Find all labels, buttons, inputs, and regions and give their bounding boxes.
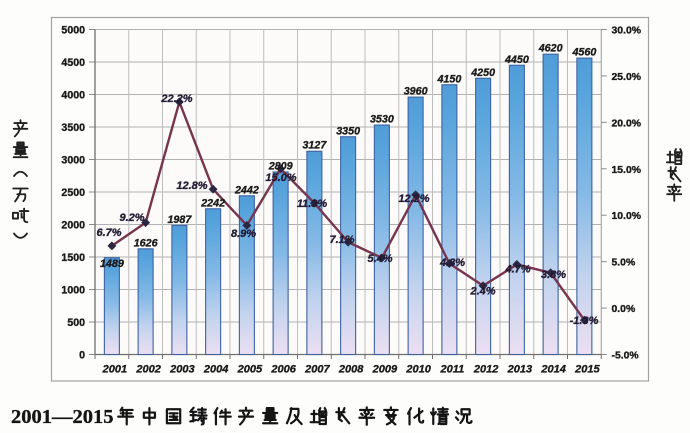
svg-text:3960: 3960 bbox=[404, 86, 428, 98]
svg-text:2011: 2011 bbox=[440, 364, 465, 376]
svg-text:1987: 1987 bbox=[167, 214, 192, 226]
svg-text:4560: 4560 bbox=[571, 47, 596, 59]
svg-text:5000: 5000 bbox=[61, 25, 85, 37]
svg-text:7.1%: 7.1% bbox=[329, 234, 354, 246]
svg-text:2000: 2000 bbox=[61, 220, 85, 232]
svg-text:4.8%: 4.8% bbox=[439, 257, 465, 269]
svg-text:25.0%: 25.0% bbox=[612, 72, 641, 83]
svg-text:2002: 2002 bbox=[135, 364, 160, 376]
svg-text:9.2%: 9.2% bbox=[119, 212, 144, 224]
svg-text:2014: 2014 bbox=[540, 364, 565, 376]
svg-text:4000: 4000 bbox=[61, 90, 85, 102]
svg-text:2001—2015: 2001—2015 bbox=[11, 406, 114, 428]
svg-text:2008: 2008 bbox=[338, 364, 364, 376]
svg-text:4150: 4150 bbox=[436, 73, 461, 85]
svg-text:3000: 3000 bbox=[61, 155, 85, 167]
svg-text:2242: 2242 bbox=[200, 197, 225, 209]
svg-text:3500: 3500 bbox=[61, 122, 85, 134]
svg-text:1489: 1489 bbox=[100, 258, 124, 270]
svg-text:-1.3%: -1.3% bbox=[570, 315, 599, 327]
svg-text:4.7%: 4.7% bbox=[504, 264, 530, 276]
svg-text:2012: 2012 bbox=[473, 364, 498, 376]
svg-text:2004: 2004 bbox=[203, 364, 228, 376]
svg-text:2006: 2006 bbox=[270, 364, 296, 376]
svg-text:2009: 2009 bbox=[372, 364, 398, 376]
svg-text:15.0%: 15.0% bbox=[612, 165, 641, 176]
svg-text:2003: 2003 bbox=[169, 364, 194, 376]
svg-text:6.7%: 6.7% bbox=[96, 227, 121, 239]
svg-text:5.4%: 5.4% bbox=[367, 253, 392, 265]
svg-text:500: 500 bbox=[67, 317, 85, 329]
svg-text:4250: 4250 bbox=[470, 67, 495, 79]
svg-text:0.0%: 0.0% bbox=[612, 304, 636, 315]
svg-text:3350: 3350 bbox=[336, 125, 360, 137]
svg-text:15.0%: 15.0% bbox=[265, 172, 296, 184]
svg-text:2809: 2809 bbox=[268, 160, 293, 172]
svg-text:4620: 4620 bbox=[538, 43, 563, 55]
svg-text:2442: 2442 bbox=[234, 184, 259, 196]
svg-text:1000: 1000 bbox=[61, 285, 85, 297]
svg-text:2015: 2015 bbox=[574, 364, 600, 376]
svg-text:8.9%: 8.9% bbox=[231, 228, 256, 240]
svg-text:2005: 2005 bbox=[237, 364, 263, 376]
svg-text:1500: 1500 bbox=[61, 252, 85, 264]
svg-text:5.0%: 5.0% bbox=[612, 258, 636, 269]
svg-text:4450: 4450 bbox=[504, 54, 529, 66]
svg-text:2.4%: 2.4% bbox=[469, 286, 495, 298]
svg-text:2010: 2010 bbox=[405, 364, 431, 376]
svg-text:30.0%: 30.0% bbox=[612, 26, 641, 37]
svg-text:0: 0 bbox=[79, 350, 85, 362]
svg-text:4500: 4500 bbox=[61, 57, 85, 69]
svg-text:3530: 3530 bbox=[370, 114, 394, 126]
svg-text:3127: 3127 bbox=[302, 140, 327, 152]
svg-text:20.0%: 20.0% bbox=[612, 118, 641, 129]
svg-text:3.8%: 3.8% bbox=[541, 269, 566, 281]
svg-text:22.2%: 22.2% bbox=[160, 93, 192, 105]
svg-text:-5.0%: -5.0% bbox=[612, 351, 639, 362]
svg-text:1626: 1626 bbox=[134, 237, 158, 249]
svg-text:2500: 2500 bbox=[61, 187, 85, 199]
svg-text:10.0%: 10.0% bbox=[612, 211, 641, 222]
svg-text:11.3%: 11.3% bbox=[297, 198, 328, 210]
svg-text:12.8%: 12.8% bbox=[176, 180, 207, 192]
svg-text:12.2%: 12.2% bbox=[398, 193, 429, 205]
svg-text:2001: 2001 bbox=[102, 364, 127, 376]
svg-text:2013: 2013 bbox=[507, 364, 532, 376]
svg-text:2007: 2007 bbox=[304, 364, 330, 376]
